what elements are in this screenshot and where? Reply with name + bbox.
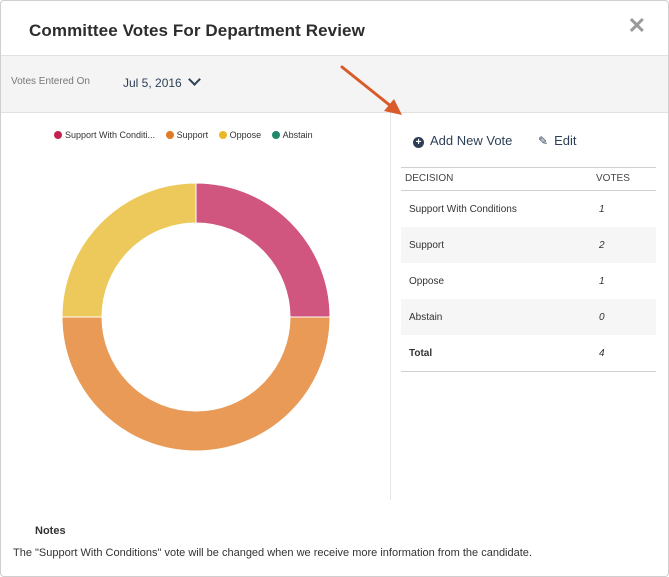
donut-slice-support-with-conditions[interactable] [195, 182, 331, 318]
votes-cell: 1 [599, 204, 605, 215]
notes-text: The "Support With Conditions" vote will … [13, 547, 532, 559]
donut-slice-support[interactable] [61, 316, 331, 452]
legend-item-support[interactable]: Support [165, 130, 209, 140]
header-decision: DECISION [405, 173, 454, 184]
decision-cell: Support [409, 240, 445, 251]
vote-date-value: Jul 5, 2016 [123, 76, 182, 90]
donut-chart [61, 182, 331, 452]
table-row: Support 2 [401, 227, 656, 263]
votes-cell: 1 [599, 276, 605, 287]
legend-swatch [54, 131, 62, 139]
add-new-vote-label: Add New Vote [430, 133, 513, 148]
total-value: 4 [599, 348, 605, 359]
chevron-down-icon [187, 73, 201, 86]
pencil-icon: ✎ [538, 134, 549, 148]
table-header: DECISION VOTES [401, 168, 656, 191]
vote-entry-bar: Votes Entered On Jul 5, 2016 [1, 55, 668, 113]
votes-entered-label: Votes Entered On [11, 76, 90, 87]
legend-item-support-with-conditions[interactable]: Support With Conditi... [54, 130, 155, 140]
annotation-arrow [340, 65, 402, 115]
plus-circle-icon: + [413, 137, 424, 148]
donut-slice-oppose[interactable] [61, 182, 197, 318]
notes-title: Notes [35, 525, 66, 537]
table-row: Oppose 1 [401, 263, 656, 299]
modal-title: Committee Votes For Department Review [29, 21, 365, 40]
votes-cell: 0 [599, 312, 605, 323]
add-new-vote-button[interactable]: + Add New Vote [413, 133, 512, 148]
legend-label: Support [176, 130, 209, 140]
votes-cell: 2 [599, 240, 605, 251]
table-row: Support With Conditions 1 [401, 191, 656, 227]
decision-cell: Abstain [409, 312, 443, 323]
total-label: Total [409, 348, 433, 359]
legend-swatch [218, 131, 227, 139]
chart-legend: Support With Conditi... Support Oppose A… [54, 130, 321, 140]
vote-actions: + Add New Vote ✎ Edit [413, 133, 598, 148]
votes-table: DECISION VOTES Support With Conditions 1… [401, 167, 656, 372]
decision-cell: Support With Conditions [409, 204, 517, 215]
legend-item-oppose[interactable]: Oppose [218, 130, 262, 140]
decision-cell: Oppose [409, 276, 445, 287]
table-row: Abstain 0 [401, 299, 656, 335]
edit-label: Edit [554, 133, 577, 148]
table-total-row: Total 4 [401, 335, 656, 372]
legend-label: Support With Conditi... [65, 130, 156, 140]
legend-swatch [165, 131, 174, 139]
legend-item-abstain[interactable]: Abstain [271, 130, 313, 140]
chart-panel: Support With Conditi... Support Oppose A… [1, 112, 391, 500]
legend-label: Oppose [229, 130, 262, 140]
legend-swatch [271, 131, 280, 139]
edit-button[interactable]: ✎ Edit [538, 133, 576, 148]
header-votes: VOTES [596, 173, 630, 184]
legend-label: Abstain [282, 130, 313, 140]
vote-date-dropdown[interactable]: Jul 5, 2016 [123, 73, 201, 90]
close-icon[interactable]: ✕ [627, 13, 646, 38]
